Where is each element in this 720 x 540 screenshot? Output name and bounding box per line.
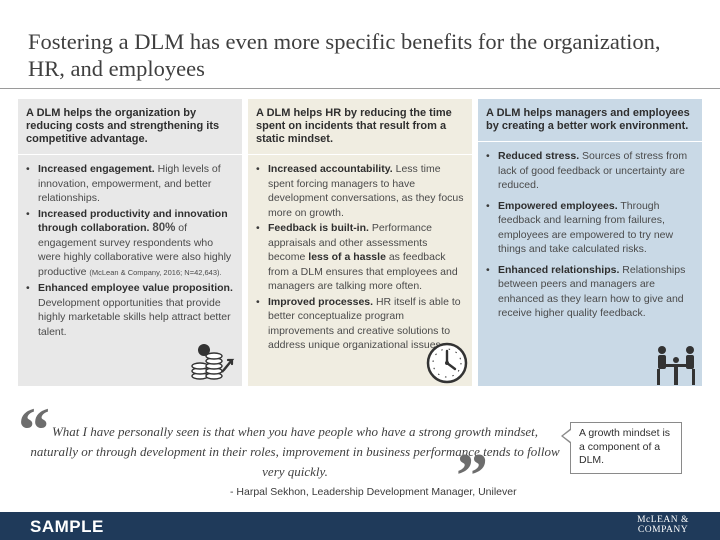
callout-pointer-fill — [563, 430, 571, 442]
benefit-title: Enhanced employee value proposition. — [38, 282, 233, 294]
list-item: Enhanced employee value proposition. Dev… — [26, 281, 236, 339]
benefit-text: as feedback from a DLM ensures that empl… — [268, 251, 458, 292]
title-divider — [0, 88, 720, 89]
benefit-list: Increased accountability. Less time spen… — [248, 162, 472, 353]
benefit-title: Increased engagement. — [38, 163, 155, 175]
column-heading: A DLM helps managers and employees by cr… — [486, 107, 690, 132]
column-divider — [478, 141, 702, 142]
benefit-text: of engagement survey respondents who wer… — [38, 222, 232, 278]
benefit-title: Improved processes. — [268, 295, 374, 308]
list-item: Empowered employees. Through feedback an… — [486, 199, 696, 257]
company-logo: McLEAN & COMPANY — [628, 515, 698, 535]
slide-title: Fostering a DLM has even more specific b… — [28, 29, 661, 81]
benefit-title: Reduced stress. — [498, 150, 580, 162]
column-hr: A DLM helps HR by reducing the time spen… — [248, 99, 472, 386]
benefit-title: Increased accountability. — [268, 163, 393, 175]
open-quote-mark: “ — [18, 394, 50, 465]
column-heading: A DLM helps the organization by reducing… — [26, 107, 220, 145]
coins-growth-icon — [191, 344, 235, 380]
close-quote-mark: ” — [456, 440, 488, 511]
list-item: Increased accountability. Less time spen… — [256, 162, 466, 220]
column-divider — [248, 154, 472, 155]
benefit-text: Relationships between peers and managers… — [498, 263, 686, 320]
benefit-text: HR itself is able to better conceptualiz… — [268, 295, 461, 352]
stat-value: 80% — [152, 222, 176, 234]
list-item: Improved processes. HR itself is able to… — [256, 295, 466, 353]
benefit-title: Increased productivity and innovation th… — [38, 207, 228, 235]
column-organization: A DLM helps the organization by reducing… — [18, 99, 242, 386]
source-citation: (McLean & Company, 2016; N=42,643). — [89, 267, 222, 277]
list-item: Feedback is built-in. Performance apprai… — [256, 221, 466, 294]
benefit-title: Enhanced relationships. — [498, 263, 620, 276]
benefit-title: Empowered employees. — [498, 199, 618, 212]
column-divider — [18, 154, 242, 155]
benefit-list: Reduced stress. Sources of stress from l… — [478, 149, 702, 321]
benefit-title: Feedback is built-in. — [268, 222, 369, 234]
logo-line: McLEAN & — [637, 515, 689, 525]
clock-icon — [426, 342, 468, 384]
quote-attribution: - Harpal Sekhon, Leadership Development … — [230, 486, 517, 498]
logo-line: COMPANY — [637, 525, 689, 535]
sample-label: SAMPLE — [30, 517, 104, 536]
benefit-list: Increased engagement. High levels of inn… — [18, 162, 242, 339]
callout-box: A growth mindset is a component of a DLM… — [570, 422, 682, 474]
footer-bar — [0, 512, 720, 540]
benefit-text: Through feedback and learning from failu… — [498, 199, 674, 256]
benefit-text: Development opportunities that provide h… — [38, 296, 231, 338]
benefit-text: High levels of innovation, empowerment, … — [38, 163, 221, 204]
benefit-emphasis: less of a hassle — [308, 251, 386, 263]
benefit-text: Less time spent forcing managers to have… — [268, 163, 464, 219]
benefit-text: Performance appraisals and other assessm… — [268, 222, 432, 263]
list-item: Reduced stress. Sources of stress from l… — [486, 149, 696, 193]
benefit-text: Sources of stress from lack of good feed… — [498, 150, 688, 191]
list-item: Increased productivity and innovation th… — [26, 207, 236, 281]
column-managers-employees: A DLM helps managers and employees by cr… — [478, 99, 702, 386]
list-item: Enhanced relationships. Relationships be… — [486, 263, 696, 321]
list-item: Increased engagement. High levels of inn… — [26, 162, 236, 206]
quote-text: What I have personally seen is that when… — [30, 424, 560, 479]
column-heading: A DLM helps HR by reducing the time spen… — [256, 107, 452, 145]
meeting-people-icon — [657, 346, 695, 385]
